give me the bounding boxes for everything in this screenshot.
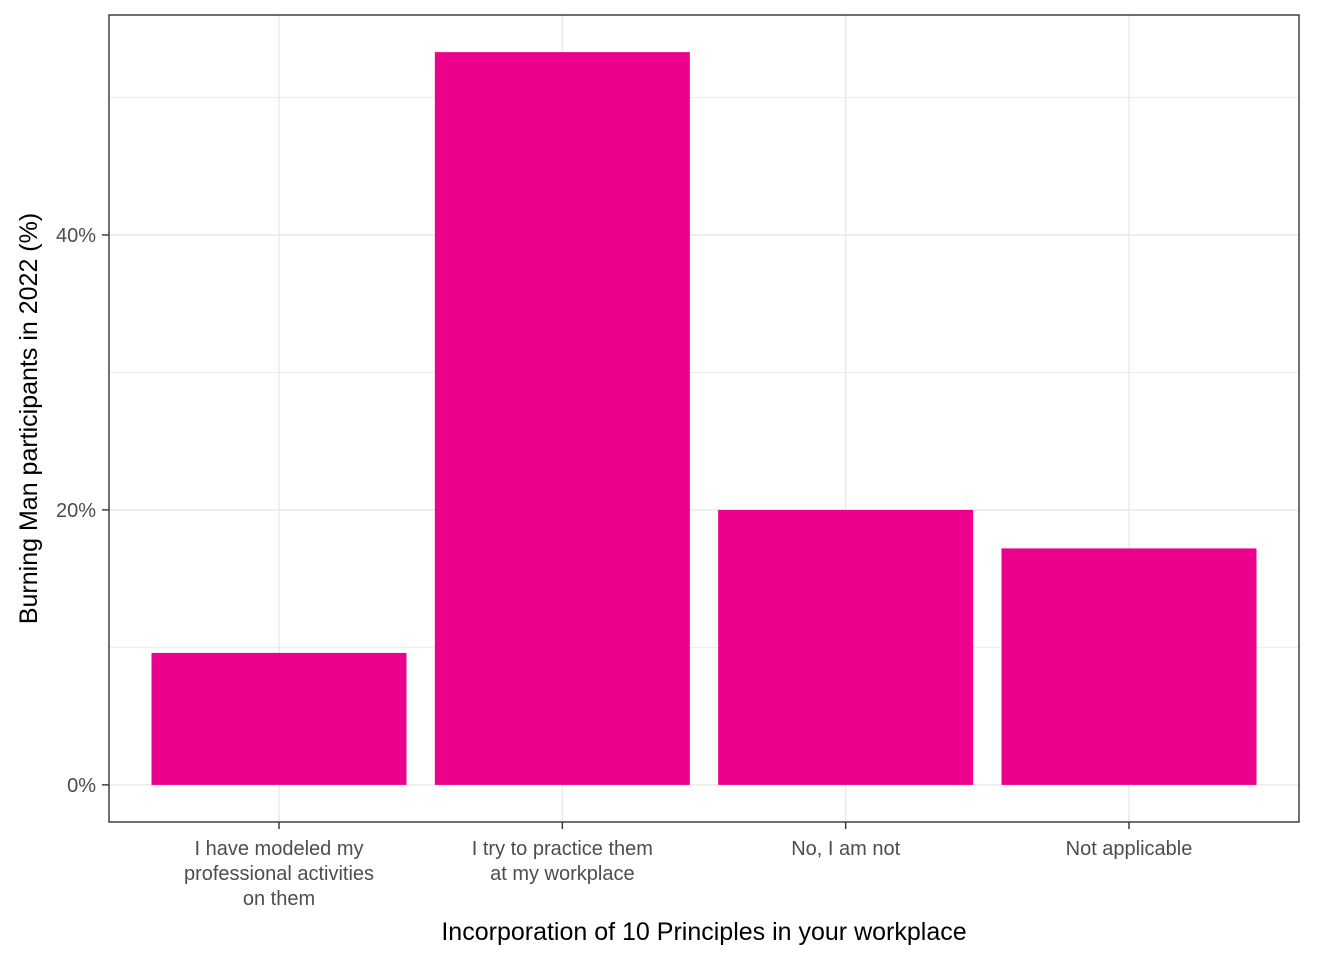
x-tick-label: I have modeled my professional activities… [184,838,374,910]
bar [434,52,690,785]
y-tick-label: 20% [56,500,96,522]
y-axis-title: Burning Man participants in 2022 (%) [15,213,43,624]
y-axis: 0% 20% 40% [56,225,109,797]
x-tick-label: No, I am not [791,838,900,860]
y-tick-label: 0% [67,775,96,797]
panel-border [108,14,1300,823]
bar [718,509,974,785]
x-tick-label: Not applicable [1066,838,1193,860]
x-axis: I have modeled my professional activities… [184,822,1192,910]
y-tick-label: 40% [56,225,96,247]
bar [1001,548,1257,785]
bars [151,52,1257,785]
bar [151,652,407,785]
x-axis-title: Incorporation of 10 Principles in your w… [441,918,966,946]
x-tick-label: I try to practice them at my workplace [472,838,653,885]
